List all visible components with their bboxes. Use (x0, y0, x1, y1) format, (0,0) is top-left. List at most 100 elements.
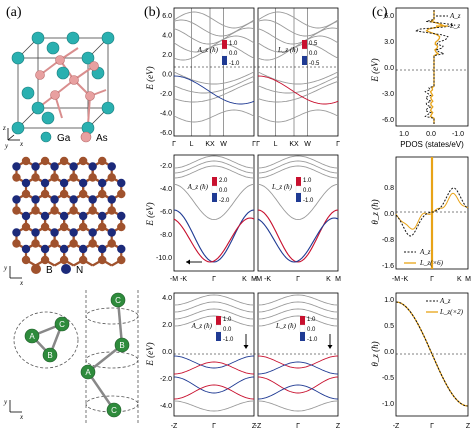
theta-2d-xtick: Γ (430, 276, 434, 283)
band-r1-left-cbar-mid (221, 48, 228, 57)
n-atom (88, 195, 97, 204)
band-r2-left-cbar-tick: 0.0 (219, 188, 228, 194)
theta-2d-ytick: -1.6 (382, 263, 394, 270)
band-r2-colored (173, 209, 255, 263)
b-atom (12, 173, 21, 182)
n-atom (69, 162, 78, 171)
band-r3-right-cbar-mid (299, 324, 306, 333)
b-atom (107, 173, 116, 182)
theta-1d-legend-az: A_z (439, 297, 451, 305)
band-r2-upper (257, 155, 339, 169)
band-r2-left-cbar-top (212, 177, 217, 186)
gaas-legend-as: As (96, 133, 108, 144)
band-r3-ytick: 4.0 (162, 295, 172, 302)
band-r2-right-kpath: -M (254, 276, 262, 283)
band-r3-left-cbar-tick: 0.0 (223, 327, 232, 333)
band-r1-conduction (257, 11, 339, 29)
band-r3-right-kpath: -Z (255, 423, 262, 430)
pdos-xtick: 0.0 (426, 131, 436, 138)
theta-1d-legend-lz: L_z(×2) (439, 308, 464, 316)
band-r2-left-kpath: -M (170, 276, 178, 283)
b-atom (88, 239, 97, 248)
band-r3-left-frame (173, 292, 255, 417)
band-r1-left-cbar-top (222, 40, 227, 49)
n-atom (50, 195, 59, 204)
chain-helix-atom (106, 402, 122, 418)
band-r1-left-kpath: L (190, 141, 194, 148)
bn-legend-b-marker (31, 264, 41, 274)
band-r1-ytick: 6.0 (162, 13, 172, 20)
gaas-axis-y: y (4, 142, 9, 150)
b-atom (31, 239, 40, 248)
panel-c: E (eV) 6.0 3.0 0.0 -3.0 -6.0 1.0 0.0 -1.0 PDOS (s… (370, 7, 471, 430)
n-atom (98, 244, 107, 254)
b-atom (59, 156, 69, 166)
n-atom (59, 178, 69, 188)
b-atom (69, 206, 78, 215)
n-atom (69, 195, 78, 204)
band-r2-left-kpath: K (242, 276, 247, 283)
b-atom (98, 255, 107, 265)
band-r2-ytick: -6.0 (160, 209, 172, 216)
theta-1d-ytick: 0.0 (384, 349, 394, 356)
band-r2-right-cbar-mid (295, 185, 302, 194)
n-atom (12, 195, 21, 204)
n-atom (31, 162, 40, 171)
ga-atom (41, 111, 55, 125)
band-r2-colored (257, 217, 339, 263)
band-r3-upper (173, 294, 255, 306)
ga-atom (56, 66, 70, 80)
band-r2-ytick: -4.0 (160, 186, 172, 193)
band-r3-colored (173, 361, 255, 375)
band-r3-upper (257, 294, 339, 306)
b-atom (98, 189, 107, 199)
band-r3-right-cbar-tick: 1.0 (307, 317, 316, 323)
chain-atoms: A C B C B A C (24, 292, 130, 418)
band-r1-right-cbar-top (302, 40, 307, 49)
theta-2d-lz-curve (395, 192, 469, 230)
b-atom (50, 239, 59, 248)
band-r1-left-cbar-bottom (222, 56, 227, 65)
band-r3-left-arrowhead (243, 345, 249, 349)
band-r1-left-kpath: Γ (252, 141, 256, 148)
pdos-ylabel: E (eV) (370, 58, 380, 82)
b-atom (31, 173, 40, 182)
band-r2-ylabel: E (eV) (145, 202, 155, 226)
chain-helix-atom (80, 364, 96, 380)
band-r1-left-kpath: W (220, 141, 227, 148)
theta-2d-ytick: 0.8 (384, 185, 394, 192)
panel-label-b: (b) (144, 5, 161, 20)
as-atom (85, 91, 95, 101)
n-atom (21, 211, 31, 221)
band-r1-conduction (173, 19, 255, 37)
chain-ring-atom (24, 328, 40, 344)
band-r2-left-kpath: Γ (212, 276, 216, 283)
gaas-legend-ga: Ga (57, 133, 71, 144)
band-r1-ytick: 0.0 (162, 72, 172, 79)
n-atom (107, 228, 116, 237)
theta-1d-xtick: -Z (393, 423, 400, 430)
band-r2-right-cbar-label: L_z (ħ) (271, 183, 293, 191)
band-r1-conduction (257, 43, 339, 61)
pdos-ytick: 6.0 (384, 13, 394, 20)
band-r2-upper (257, 165, 339, 179)
pdos-lz-curve (425, 10, 445, 124)
band-r3-colored (257, 384, 339, 400)
band-r1-valence (257, 71, 339, 85)
band-r1-conduction (173, 27, 255, 45)
band-r1-colored (173, 75, 255, 105)
band-r3-left-cbar-tick: 1.0 (223, 317, 232, 323)
band-r3-colored (257, 376, 339, 394)
band-r2-right-cbar-bottom (296, 193, 301, 202)
theta-2d-ytick: -0.8 (382, 237, 394, 244)
band-r3-right-cbar-tick: -1.0 (307, 337, 318, 343)
theta-1d-ytick: -0.5 (382, 375, 394, 382)
band-r2-left-kpath: M (251, 276, 257, 283)
band-r3-right-frame (257, 292, 339, 417)
theta-1d-xtick: Z (466, 423, 471, 430)
b-atom (78, 222, 88, 232)
band-r1-right-kpath: Γ (336, 141, 340, 148)
bn-legend-b: B (46, 265, 53, 276)
ga-atom (81, 51, 95, 65)
pdos-ytick: -3.0 (382, 91, 394, 98)
